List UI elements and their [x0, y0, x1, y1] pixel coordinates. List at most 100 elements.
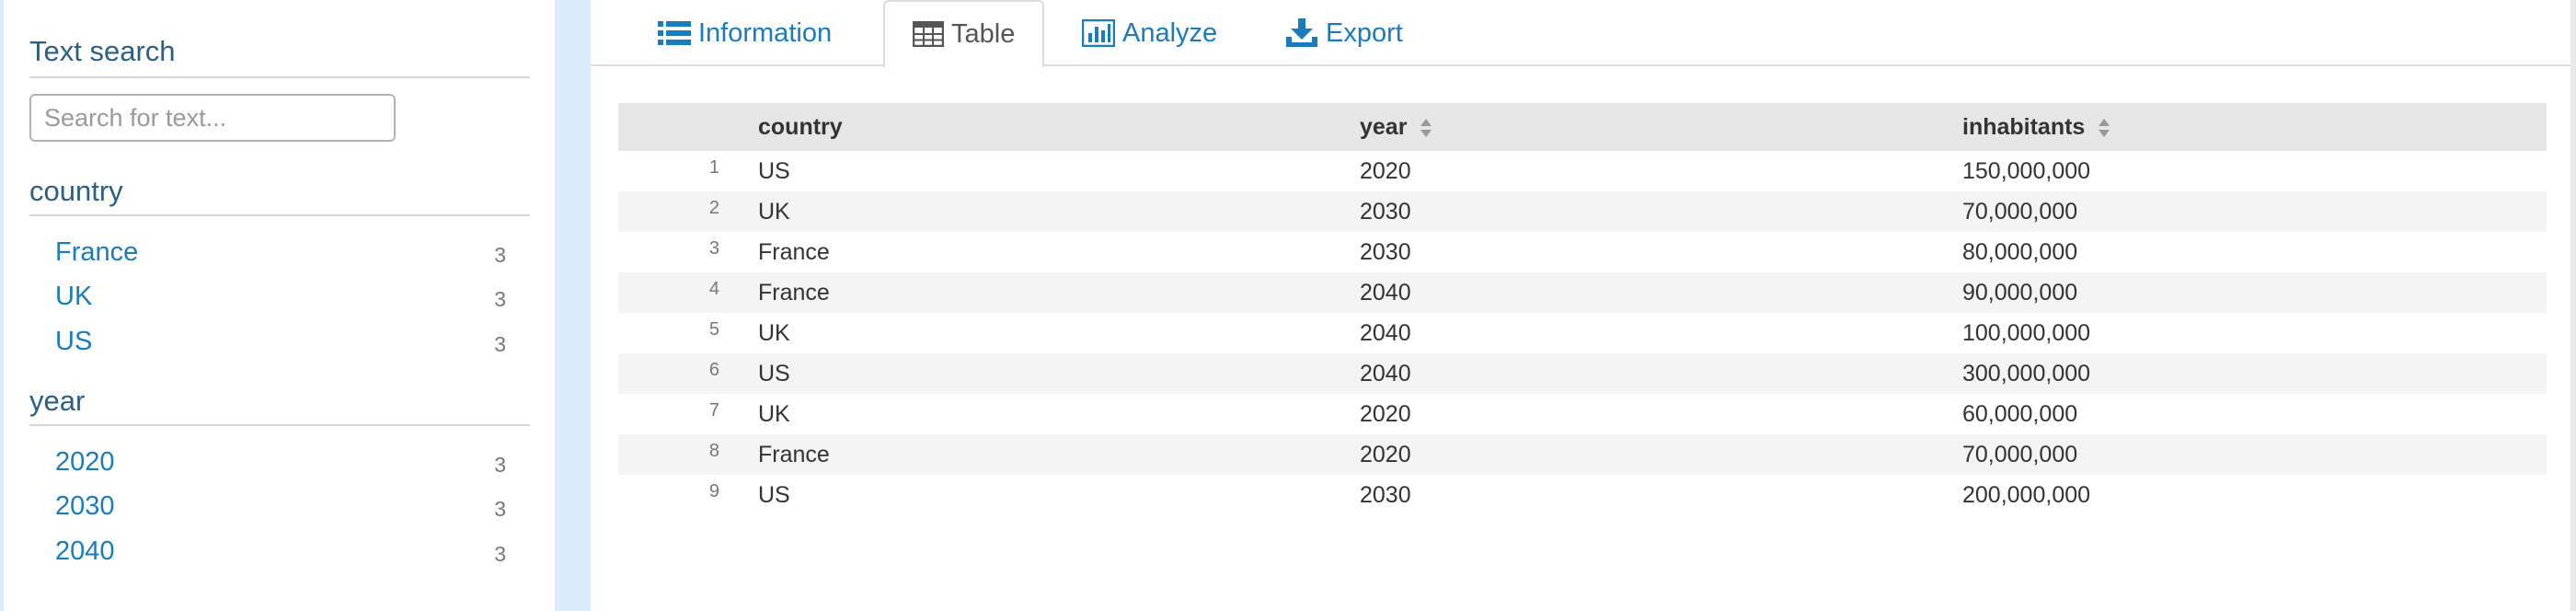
tab-information[interactable]: Information — [658, 0, 832, 66]
sidebar-separator — [556, 0, 591, 611]
row-index-value: 8 — [708, 440, 719, 461]
row-index: 4 — [618, 272, 758, 313]
tab-bar: Information Table Analyze — [591, 0, 2576, 68]
cell-inhabitants: 300,000,000 — [1962, 360, 2091, 386]
cell-year: 2030 — [1360, 198, 1411, 225]
facet-item-france[interactable]: France 3 — [55, 234, 506, 274]
bar-chart-icon — [1082, 19, 1115, 47]
facet-item-count: 3 — [494, 542, 506, 566]
row-index: 8 — [618, 434, 758, 475]
tab-label: Table — [951, 18, 1016, 49]
tab-label: Export — [1326, 17, 1403, 48]
facet-item-count: 3 — [494, 287, 506, 311]
cell-country: France — [758, 238, 830, 265]
facet-item-uk[interactable]: UK 3 — [55, 278, 506, 318]
main-panel: Information Table Analyze — [591, 0, 2576, 611]
facet-item-label: 2040 — [55, 536, 115, 566]
cell-inhabitants: 60,000,000 — [1962, 400, 2078, 427]
facet-item-2030[interactable]: 2030 3 — [55, 488, 506, 528]
column-header-label: country — [758, 113, 843, 140]
text-search-input[interactable] — [29, 94, 396, 142]
cell-country: UK — [758, 319, 790, 346]
row-index: 7 — [618, 394, 758, 434]
column-header-label: year — [1360, 113, 1408, 140]
facet-item-label: US — [55, 327, 93, 356]
tab-table[interactable]: Table — [883, 0, 1045, 68]
cell-year: 2030 — [1360, 481, 1411, 508]
row-index-value: 9 — [708, 480, 719, 501]
text-search-title: Text search — [29, 35, 176, 67]
cell-country: UK — [758, 198, 790, 225]
facet-item-label: France — [55, 237, 139, 267]
row-index: 3 — [618, 232, 758, 272]
row-index-value: 3 — [708, 237, 719, 259]
row-index-value: 4 — [708, 278, 719, 299]
column-header-index — [618, 103, 758, 151]
row-index: 6 — [618, 353, 758, 394]
cell-inhabitants: 80,000,000 — [1962, 238, 2078, 265]
cell-year: 2030 — [1360, 238, 1411, 265]
cell-inhabitants: 150,000,000 — [1962, 157, 2091, 184]
cell-inhabitants: 70,000,000 — [1962, 441, 2078, 467]
sort-icon[interactable] — [2099, 118, 2110, 137]
sidebar-left-border — [0, 0, 4, 611]
facet-item-2020[interactable]: 2020 3 — [55, 444, 506, 484]
cell-inhabitants: 200,000,000 — [1962, 481, 2091, 508]
facet-title-country: country — [29, 175, 123, 207]
facet-item-2040[interactable]: 2040 3 — [55, 533, 506, 573]
panel-right-border — [2570, 0, 2576, 611]
row-index-value: 2 — [708, 197, 719, 218]
facet-item-label: UK — [55, 282, 93, 311]
facet-item-us[interactable]: US 3 — [55, 323, 506, 363]
data-table-container: country year inhabitants — [618, 103, 2547, 515]
column-header-label: inhabitants — [1962, 113, 2086, 140]
cell-year: 2040 — [1360, 279, 1411, 306]
cell-inhabitants: 70,000,000 — [1962, 198, 2078, 225]
cell-year: 2040 — [1360, 319, 1411, 346]
row-index: 9 — [618, 475, 758, 515]
cell-year: 2020 — [1360, 157, 1411, 184]
column-header-inhabitants[interactable]: inhabitants — [1962, 103, 2547, 151]
table-row: 7 UK 2020 60,000,000 — [618, 394, 2547, 434]
cell-year: 2020 — [1360, 400, 1411, 427]
row-index-value: 6 — [708, 359, 719, 380]
cell-country: US — [758, 481, 790, 508]
table-row: 1 US 2020 150,000,000 — [618, 151, 2547, 191]
facet-divider — [29, 214, 530, 216]
table-row: 9 US 2030 200,000,000 — [618, 475, 2547, 515]
facet-sidebar: Text search country France 3 UK 3 US 3 y… — [0, 0, 556, 611]
tab-analyze[interactable]: Analyze — [1082, 0, 1217, 66]
data-table: country year inhabitants — [618, 103, 2547, 515]
cell-year: 2020 — [1360, 441, 1411, 467]
facet-item-label: 2020 — [55, 447, 115, 477]
facet-divider — [29, 424, 530, 426]
tab-label: Analyze — [1122, 17, 1218, 48]
facet-item-label: 2030 — [55, 491, 115, 521]
tab-export[interactable]: Export — [1285, 0, 1403, 66]
cell-inhabitants: 100,000,000 — [1962, 319, 2091, 346]
cell-country: US — [758, 157, 790, 184]
row-index-value: 1 — [708, 156, 719, 178]
table-row: 2 UK 2030 70,000,000 — [618, 191, 2547, 232]
facet-item-count: 3 — [494, 453, 506, 477]
facet-item-count: 3 — [494, 332, 506, 356]
table-row: 6 US 2040 300,000,000 — [618, 353, 2547, 394]
cell-inhabitants: 90,000,000 — [1962, 279, 2078, 306]
column-header-year[interactable]: year — [1360, 103, 1962, 151]
facet-item-count: 3 — [494, 497, 506, 521]
row-index: 2 — [618, 191, 758, 232]
cell-year: 2040 — [1360, 360, 1411, 386]
table-icon — [913, 21, 944, 47]
cell-country: UK — [758, 400, 790, 427]
tab-label: Information — [698, 17, 833, 48]
row-index: 5 — [618, 313, 758, 353]
column-header-country[interactable]: country — [758, 103, 1360, 151]
table-row: 3 France 2030 80,000,000 — [618, 232, 2547, 272]
row-index-value: 7 — [708, 399, 719, 421]
sort-icon[interactable] — [1420, 118, 1432, 137]
list-icon — [658, 21, 691, 45]
facet-title-year: year — [29, 385, 86, 417]
table-row: 5 UK 2040 100,000,000 — [618, 313, 2547, 353]
table-header-row: country year inhabitants — [618, 103, 2547, 151]
facet-divider — [29, 76, 530, 78]
